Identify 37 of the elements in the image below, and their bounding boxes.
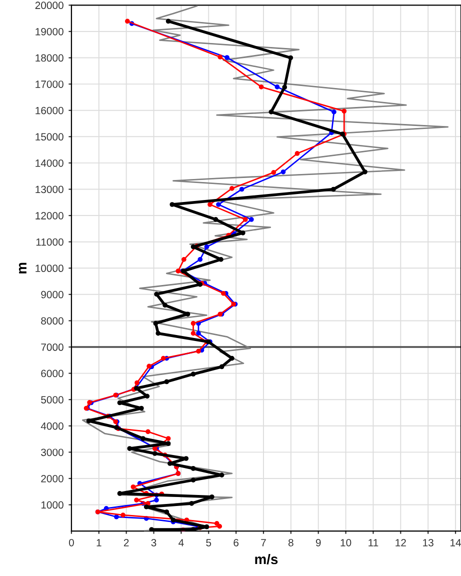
x-tick-label: 7 [261, 539, 266, 546]
x-tick-label: 2 [124, 538, 129, 546]
x-axis-title: m/s [255, 554, 278, 564]
x-tick-label: 3 [151, 538, 156, 546]
y-axis-title: m [18, 262, 26, 274]
y-tick-label: 5000 [41, 396, 64, 404]
y-tick-label: 6000 [41, 370, 64, 378]
y-tick-label: 2000 [41, 474, 64, 482]
y-tick-label: 4000 [40, 422, 64, 430]
x-tick-label: 8 [288, 538, 294, 546]
x-tick-label: 5 [206, 539, 212, 546]
y-tick-label: 16000 [36, 106, 64, 114]
y-tick-label: 20000 [35, 2, 64, 10]
x-tick-label: 14 [450, 539, 461, 546]
y-tick-label: 18000 [36, 54, 64, 62]
y-tick-label: 3000 [41, 448, 64, 456]
y-tick-label: 8000 [41, 317, 64, 325]
y-tick-label: 12000 [36, 212, 64, 220]
x-tick-label: 10 [340, 538, 352, 546]
x-tick-label: 11 [368, 539, 378, 546]
x-tick-label: 6 [234, 538, 238, 546]
x-tick-label: 4 [178, 539, 184, 546]
y-tick-label: 19000 [36, 28, 64, 36]
y-tick-label: 15000 [36, 133, 64, 141]
x-tick-label: 13 [423, 538, 434, 546]
y-tick-label: 1000 [41, 501, 64, 509]
y-tick-label: 14000 [36, 159, 64, 167]
y-tick-label: 7000 [41, 344, 64, 351]
y-tick-label: 9000 [41, 290, 64, 298]
y-tick-label: 13000 [36, 186, 64, 194]
x-tick-label: 9 [316, 538, 321, 546]
y-tick-label: 11000 [36, 238, 64, 246]
x-tick-label: 1 [96, 539, 102, 546]
y-tick-label: 10000 [36, 264, 64, 272]
x-tick-label: 12 [396, 538, 406, 546]
x-tick-label: 0 [68, 538, 74, 546]
y-tick-label: 17000 [36, 80, 64, 88]
